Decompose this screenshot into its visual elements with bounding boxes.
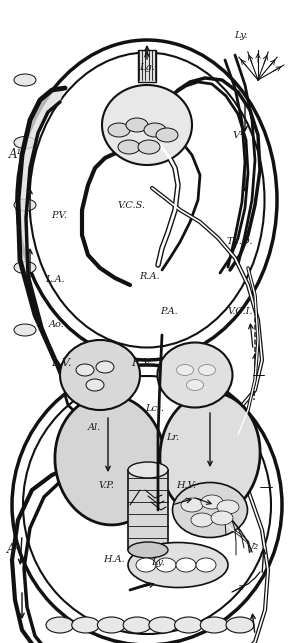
Ellipse shape — [29, 53, 265, 347]
Ellipse shape — [72, 617, 100, 633]
Text: Lg.: Lg. — [140, 63, 156, 72]
Ellipse shape — [14, 136, 36, 149]
Ellipse shape — [198, 365, 216, 376]
Ellipse shape — [196, 558, 216, 572]
Text: Th.D.: Th.D. — [226, 237, 253, 246]
Text: Al.: Al. — [88, 423, 101, 432]
Ellipse shape — [136, 558, 156, 572]
Ellipse shape — [144, 123, 166, 137]
Ellipse shape — [176, 365, 193, 376]
Text: P.V.: P.V. — [51, 211, 67, 220]
Ellipse shape — [60, 340, 140, 410]
Text: A²: A² — [7, 543, 21, 556]
Ellipse shape — [23, 376, 271, 634]
Text: Lct.: Lct. — [146, 404, 165, 413]
Ellipse shape — [160, 393, 260, 518]
Ellipse shape — [14, 262, 36, 273]
Ellipse shape — [96, 361, 114, 373]
Text: Lr.: Lr. — [166, 433, 179, 442]
Ellipse shape — [156, 128, 178, 142]
Text: Ly.: Ly. — [151, 558, 165, 567]
Ellipse shape — [128, 543, 228, 588]
Text: V.C.S.: V.C.S. — [118, 201, 146, 210]
Bar — [138, 50, 156, 82]
Ellipse shape — [173, 482, 248, 538]
Text: L.A.: L.A. — [46, 275, 65, 284]
Ellipse shape — [86, 379, 104, 391]
Ellipse shape — [191, 513, 213, 527]
Ellipse shape — [201, 495, 223, 509]
Bar — [128, 470, 168, 550]
Text: H.V.: H.V. — [176, 481, 196, 490]
Ellipse shape — [138, 140, 160, 154]
Ellipse shape — [102, 85, 192, 165]
Ellipse shape — [149, 617, 177, 633]
Text: P.A.: P.A. — [160, 307, 178, 316]
Ellipse shape — [123, 617, 151, 633]
Ellipse shape — [46, 617, 74, 633]
Ellipse shape — [97, 617, 126, 633]
Text: A¹: A¹ — [9, 148, 22, 161]
Ellipse shape — [76, 364, 94, 376]
Ellipse shape — [14, 324, 36, 336]
Ellipse shape — [14, 74, 36, 86]
Ellipse shape — [211, 511, 233, 525]
Text: H.A.: H.A. — [103, 555, 125, 564]
Ellipse shape — [200, 617, 228, 633]
Ellipse shape — [186, 379, 203, 390]
Text: R.V.: R.V. — [131, 358, 152, 368]
Text: V²: V² — [245, 543, 259, 556]
Text: V.C.I.: V.C.I. — [228, 307, 253, 316]
Ellipse shape — [55, 395, 165, 525]
Ellipse shape — [181, 498, 203, 512]
Ellipse shape — [175, 617, 203, 633]
Text: Ao.: Ao. — [49, 320, 64, 329]
Ellipse shape — [14, 199, 36, 211]
Ellipse shape — [108, 123, 130, 137]
Ellipse shape — [176, 558, 196, 572]
Ellipse shape — [156, 558, 176, 572]
Text: V.P.: V.P. — [98, 481, 114, 490]
Text: Ly.: Ly. — [234, 31, 248, 40]
Polygon shape — [18, 88, 120, 445]
Ellipse shape — [118, 140, 140, 154]
Text: V¹: V¹ — [232, 131, 244, 140]
Ellipse shape — [128, 462, 168, 478]
Ellipse shape — [158, 343, 233, 408]
Ellipse shape — [226, 617, 254, 633]
Text: R.A.: R.A. — [140, 272, 160, 281]
Ellipse shape — [128, 542, 168, 558]
Ellipse shape — [126, 118, 148, 132]
Text: L.V.: L.V. — [51, 358, 72, 368]
Ellipse shape — [217, 500, 239, 514]
